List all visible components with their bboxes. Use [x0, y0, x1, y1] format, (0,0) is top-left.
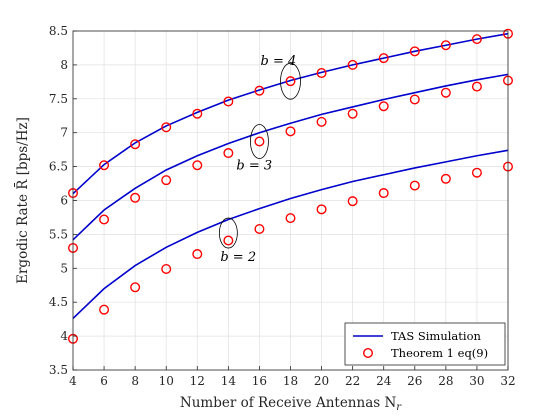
legend-box — [344, 322, 506, 366]
y-tick-label: 7 — [60, 126, 68, 140]
series-marker-b3 — [130, 192, 141, 203]
y-tick-label: 7.5 — [49, 92, 68, 106]
series-marker-b4 — [409, 46, 420, 57]
y-tick-label: 4 — [60, 329, 68, 343]
x-tick-label: 6 — [100, 374, 108, 388]
x-tick-label: 12 — [190, 374, 205, 388]
series-marker-b3 — [99, 214, 110, 225]
series-marker-b3 — [161, 175, 172, 186]
x-tick-label: 30 — [469, 374, 484, 388]
x-axis-label: Number of Receive Antennas Nr — [180, 395, 402, 413]
series-marker-b2 — [130, 282, 141, 293]
x-tick-label: 32 — [500, 374, 515, 388]
x-tick-label: 22 — [345, 374, 360, 388]
x-tick-label: 18 — [283, 374, 298, 388]
series-marker-b2 — [347, 196, 358, 207]
series-marker-b4 — [316, 68, 327, 79]
ticks: 4 6 8 10 12 14 16 18 20 22 24 26 28 30 323.544.555.566… — [49, 24, 516, 388]
y-tick-label: 6.5 — [49, 160, 68, 174]
y-tick-label: 8 — [60, 58, 68, 72]
series-marker-b4 — [130, 139, 141, 150]
series-marker-b4 — [285, 76, 296, 87]
x-tick-label: 24 — [376, 374, 392, 388]
series-marker-b3 — [378, 101, 389, 112]
annotation-ellipse — [280, 62, 301, 100]
series-marker-b2 — [409, 180, 420, 191]
series-marker-b4 — [347, 59, 358, 70]
y-tick-label: 8.5 — [49, 24, 68, 38]
y-axis-label: Ergodic Rate R̄ [bps/Hz] — [15, 117, 31, 284]
x-axis-label-sub: r — [396, 402, 402, 413]
x-axis-label-main: Number of Receive Antennas N — [180, 395, 397, 411]
legend-label: Theorem 1 eq(9) — [391, 346, 488, 360]
series-line-b2 — [72, 149, 509, 320]
series-marker-b3 — [285, 126, 296, 137]
series-marker-b4 — [440, 40, 451, 51]
annotation-label: b = 4 — [261, 54, 297, 69]
series-marker-b2 — [192, 249, 203, 260]
series-marker-b4 — [471, 34, 482, 45]
series-marker-b4 — [99, 160, 110, 171]
series-marker-b3 — [347, 108, 358, 119]
series-marker-b3 — [471, 81, 482, 92]
series-marker-b2 — [471, 167, 482, 178]
series-marker-b2 — [378, 188, 389, 199]
series-marker-b2 — [316, 204, 327, 215]
series-marker-b4 — [378, 53, 389, 64]
annotation-ellipse — [218, 217, 238, 249]
series-marker-b3 — [254, 136, 265, 147]
series-marker-b4 — [161, 122, 172, 133]
grid — [72, 30, 509, 371]
series-marker-b3 — [192, 160, 203, 171]
legend: TAS Simulation Theorem 1 eq(9) — [344, 322, 506, 366]
series-marker-b4 — [254, 85, 265, 96]
x-tick-label: 16 — [252, 374, 267, 388]
x-tick-label: 14 — [221, 374, 237, 388]
series-marker-b3 — [316, 116, 327, 127]
annotations: b = 2 b = 3 b = 4 — [218, 54, 301, 265]
x-tick-label: 4 — [69, 374, 77, 388]
series-line-b4 — [72, 32, 509, 195]
series-marker-b3 — [440, 87, 451, 98]
y-tick-label: 3.5 — [49, 363, 68, 377]
series-marker-b4 — [192, 108, 203, 119]
legend-label: TAS Simulation — [391, 329, 482, 343]
x-tick-label: 8 — [131, 374, 139, 388]
series-marker-b3 — [409, 94, 420, 105]
series-marker-b2 — [285, 213, 296, 224]
x-tick-label: 20 — [314, 374, 329, 388]
series-marker-b4 — [223, 96, 234, 107]
series-lines — [72, 32, 509, 320]
series-marker-b2 — [223, 235, 234, 246]
y-tick-label: 6 — [60, 194, 68, 208]
series-marker-b3 — [223, 148, 234, 159]
series-marker-b2 — [161, 263, 172, 274]
y-tick-label: 5 — [60, 261, 68, 275]
legend-marker-swatch — [363, 348, 374, 359]
y-tick-label: 5.5 — [49, 227, 68, 241]
series-marker-b2 — [440, 173, 451, 184]
y-tick-label: 4.5 — [49, 295, 68, 309]
annotation-label: b = 3 — [236, 159, 272, 174]
annotation-label: b = 2 — [220, 250, 256, 265]
x-tick-label: 26 — [407, 374, 422, 388]
series-marker-b2 — [254, 223, 265, 234]
x-tick-label: 28 — [438, 374, 453, 388]
series-marker-b2 — [99, 304, 110, 315]
annotation-ellipse — [250, 124, 269, 159]
x-tick-label: 10 — [159, 374, 174, 388]
series-line-b3 — [72, 73, 509, 241]
